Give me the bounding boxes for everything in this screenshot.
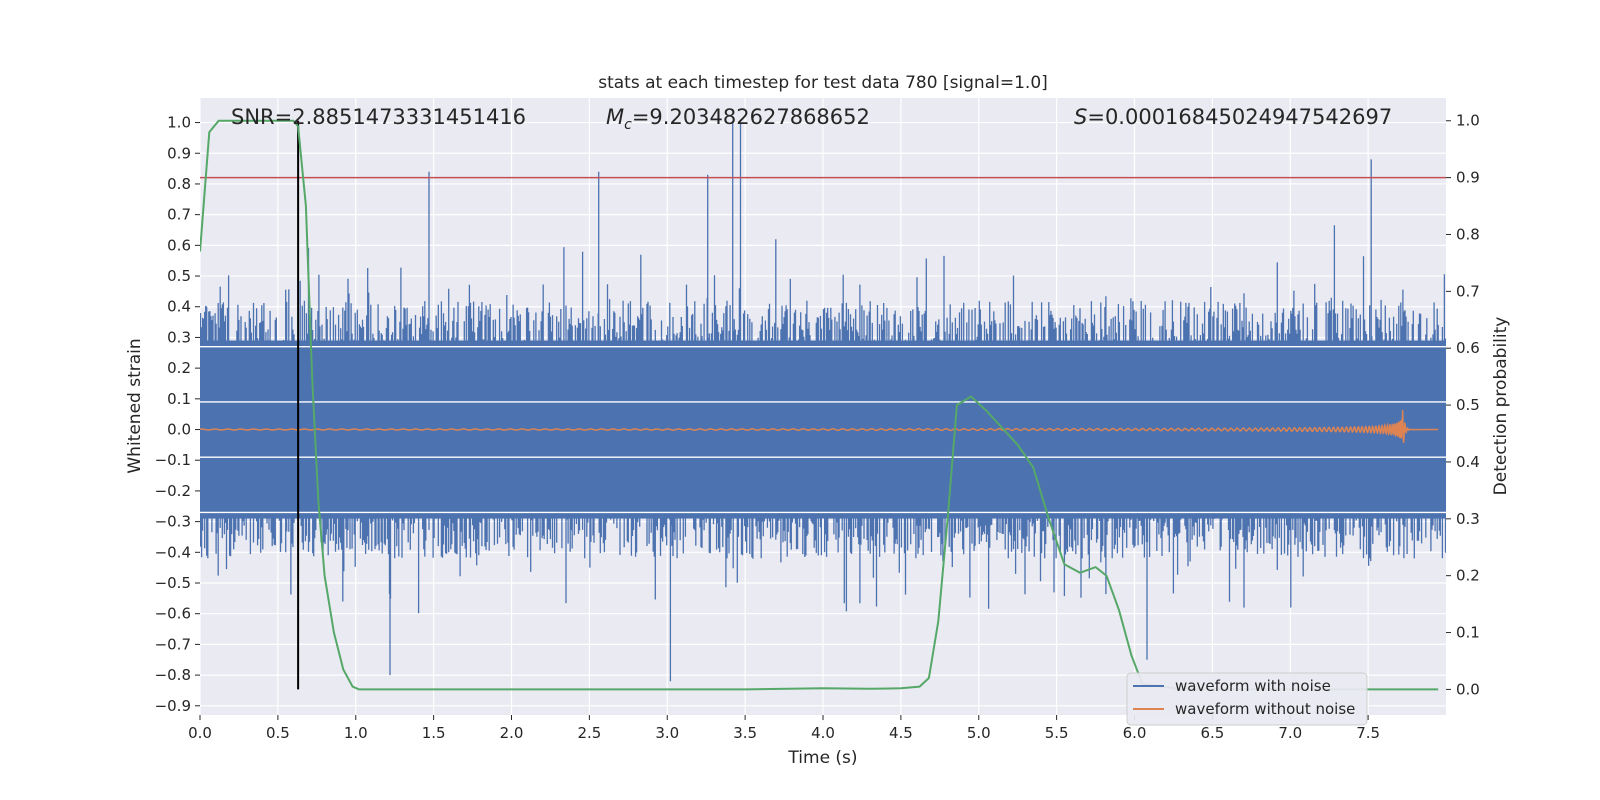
x-tick-label: 5.5: [1045, 724, 1069, 742]
y-right-tick-label: 0.2: [1456, 567, 1480, 585]
x-tick-label: 5.0: [967, 724, 991, 742]
y-tick-label: 1.0: [167, 114, 191, 132]
y-tick-label: −0.3: [155, 513, 191, 531]
y-tick-label: −0.9: [155, 697, 191, 715]
y-tick-label: 0.3: [167, 328, 191, 346]
y-tick-label: 0.7: [167, 206, 191, 224]
s-symbol: S: [1074, 105, 1087, 129]
x-tick-label: 0.0: [188, 724, 212, 742]
x-axis-label: Time (s): [787, 748, 857, 768]
y-right-tick-label: 0.7: [1456, 282, 1480, 300]
y-tick-label: −0.5: [155, 574, 191, 592]
mc-subscript: c: [624, 117, 632, 133]
y-tick-label: 0.2: [167, 359, 191, 377]
x-tick-label: 3.0: [655, 724, 679, 742]
y-tick-label: 0.6: [167, 236, 191, 254]
y-axis-label: Whitened strain: [125, 338, 145, 473]
y-tick-label: 0.9: [167, 144, 191, 162]
y-right-tick-label: 0.5: [1456, 396, 1480, 414]
y-tick-label: −0.2: [155, 482, 191, 500]
x-tick-label: 1.5: [422, 724, 446, 742]
x-tick-label: 0.5: [266, 724, 290, 742]
y-tick-label: −0.8: [155, 666, 191, 684]
x-tick-label: 7.5: [1356, 724, 1380, 742]
s-annotation: S=0.00016845024947542697: [1074, 105, 1392, 129]
y-right-tick-label: 0.1: [1456, 624, 1480, 642]
gridline-overlay: [200, 345, 1446, 514]
y-tick-label: −0.7: [155, 635, 191, 653]
y-right-axis-ticks: 1.0 0.9 0.8 0.7 0.6 0.5 0.4 0.3 0.2 0.1 0.0: [1446, 112, 1480, 698]
series-detection-probability: [200, 119, 1439, 691]
y-tick-label: 0.4: [167, 298, 191, 316]
y-tick-label: −0.1: [155, 451, 191, 469]
legend-box: [1126, 672, 1368, 726]
y-tick-label: 0.0: [167, 421, 191, 439]
y-tick-label: −0.4: [155, 543, 191, 561]
x-tick-label: 2.0: [500, 724, 524, 742]
y-right-tick-label: 0.0: [1456, 680, 1480, 698]
x-axis-ticks: 0.0 0.5 1.0 1.5 2.0 2.5 3.0 3.5 4.0 4.5 5.0 5.5 6.0 6…: [188, 715, 1380, 742]
series-waveform-without-noise: [200, 410, 1439, 443]
x-tick-label: 6.0: [1123, 724, 1147, 742]
x-tick-label: 6.5: [1200, 724, 1224, 742]
y-right-tick-label: 0.6: [1456, 339, 1480, 357]
y-right-tick-label: 0.4: [1456, 453, 1480, 471]
y-right-tick-label: 0.9: [1456, 169, 1480, 187]
legend-label-noise: waveform with noise: [1175, 677, 1331, 695]
x-tick-label: 2.5: [577, 724, 601, 742]
x-tick-label: 4.5: [889, 724, 913, 742]
legend: waveform with noise waveform without noi…: [1126, 672, 1368, 726]
x-tick-label: 4.0: [811, 724, 835, 742]
s-value: =0.00016845024947542697: [1087, 105, 1392, 129]
y-tick-label: 0.8: [167, 175, 191, 193]
x-tick-label: 7.0: [1278, 724, 1302, 742]
chart-title: stats at each timestep for test data 780…: [598, 73, 1048, 93]
mc-symbol: M: [606, 105, 624, 129]
x-tick-label: 3.5: [733, 724, 757, 742]
y-tick-label: 0.5: [167, 267, 191, 285]
x-tick-label: 1.0: [344, 724, 368, 742]
y-axis-ticks: 1.0 0.9 0.8 0.7 0.6 0.5 0.4 0.3 0.2 0.1 0.0 −0.1 −0.…: [155, 114, 200, 715]
y-tick-label: −0.6: [155, 605, 191, 623]
snr-annotation: SNR=2.8851473331451416: [231, 105, 526, 129]
legend-label-clean: waveform without noise: [1175, 700, 1355, 718]
y-right-tick-label: 0.3: [1456, 510, 1480, 528]
y-right-axis-label: Detection probability: [1491, 317, 1511, 496]
y-right-tick-label: 1.0: [1456, 112, 1480, 130]
mc-annotation: Mc=9.203482627868652: [606, 105, 870, 133]
mc-value: =9.203482627868652: [632, 105, 870, 129]
y-tick-label: 0.1: [167, 390, 191, 408]
y-right-tick-label: 0.8: [1456, 225, 1480, 243]
